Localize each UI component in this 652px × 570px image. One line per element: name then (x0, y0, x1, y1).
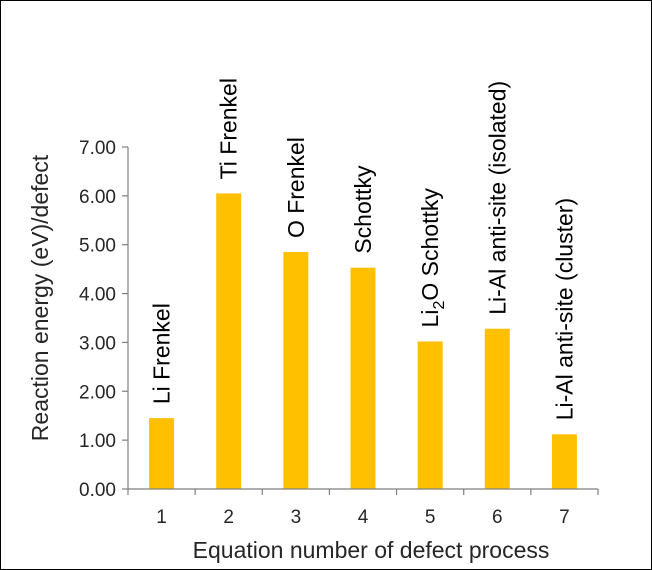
bar-7 (551, 434, 577, 489)
y-tick-label: 2.00 (79, 382, 116, 403)
y-tick-label: 7.00 (79, 138, 116, 159)
axes-group (122, 146, 599, 495)
y-tick-label: 3.00 (79, 333, 116, 354)
y-tick-label: 1.00 (79, 431, 116, 452)
bar-label-5: Li2O Schottky (417, 188, 448, 328)
bar-label-4: Schottky (350, 165, 376, 254)
y-tick-label: 4.00 (79, 285, 116, 306)
bar-labels: Li Frenkel Ti Frenkel O Frenkel Schottky Li2… (149, 78, 578, 420)
x-tick-label: 2 (223, 507, 234, 528)
x-tick-label: 1 (156, 507, 167, 528)
x-axis-title: Equation number of defect process (193, 537, 550, 563)
y-tick-label: 5.00 (79, 236, 116, 257)
y-tick-label: 6.00 (79, 187, 116, 208)
bar-label-3: O Frenkel (283, 137, 309, 238)
y-axis-title: Reaction energy (eV)/defect (27, 154, 53, 441)
x-tick-label: 3 (291, 507, 302, 528)
bar-6 (484, 328, 510, 489)
bars-group (149, 193, 577, 489)
x-tick-labels: 1 2 3 4 5 6 7 (156, 507, 569, 528)
bar-label-1: Li Frenkel (149, 303, 175, 404)
bar-3 (283, 252, 309, 489)
bar-2 (216, 193, 242, 489)
y-tick-labels: 0.00 1.00 2.00 3.00 4.00 5.00 6.00 7.00 (79, 138, 116, 501)
bar-5 (417, 341, 443, 489)
x-tick-label: 6 (492, 507, 503, 528)
y-tick-label: 0.00 (79, 480, 116, 501)
x-tick-label: 4 (358, 507, 369, 528)
bar-1 (149, 418, 175, 489)
bar-label-7: Li-Al anti-site (cluster) (551, 198, 577, 420)
bar-label-6: Li-Al anti-site (isolated) (484, 81, 510, 315)
x-tick-label: 5 (425, 507, 436, 528)
bar-label-2: Ti Frenkel (216, 78, 242, 179)
bar-4 (350, 267, 376, 489)
x-tick-label: 7 (559, 507, 570, 528)
